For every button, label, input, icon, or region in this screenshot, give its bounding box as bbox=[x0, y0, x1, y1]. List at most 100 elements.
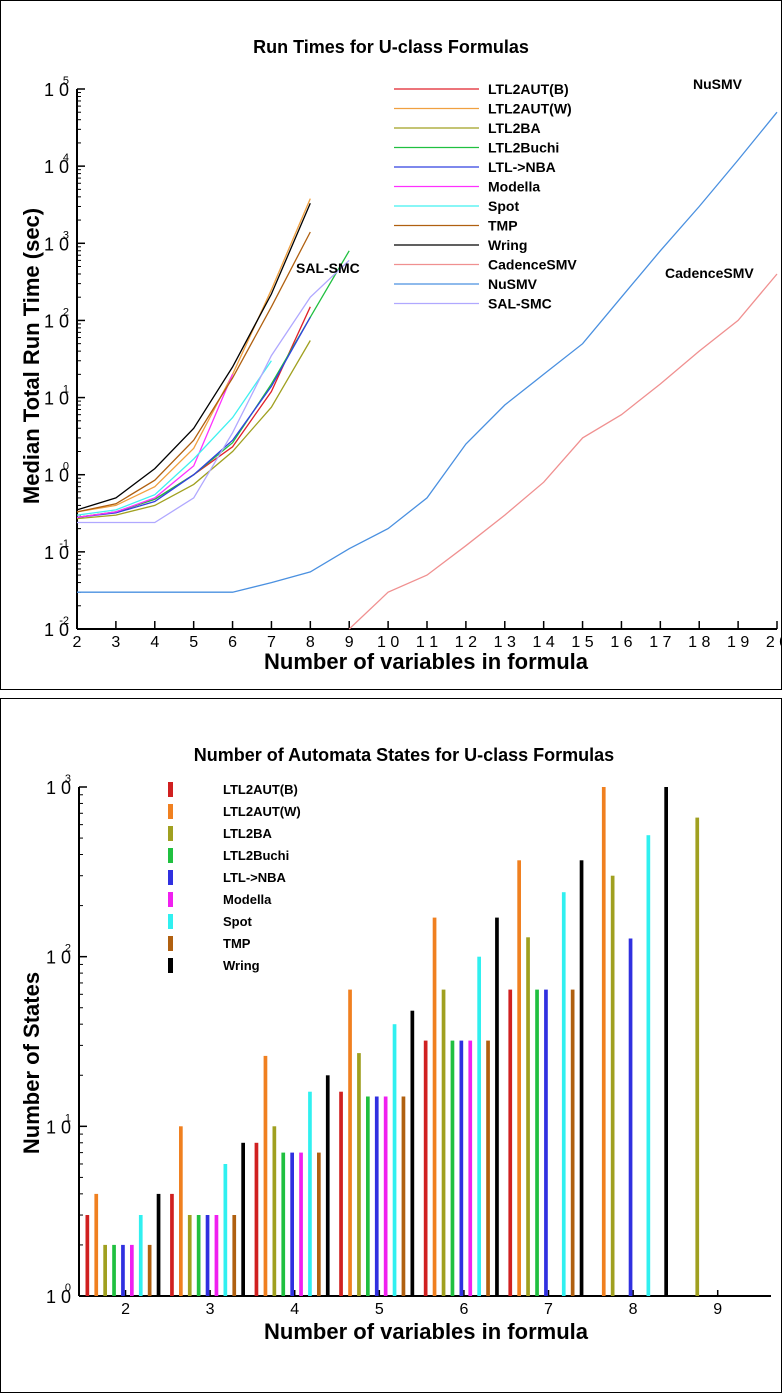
bar bbox=[281, 1152, 286, 1296]
bar bbox=[214, 1215, 219, 1296]
y-tick-label: 1 0 bbox=[44, 620, 69, 640]
bar bbox=[317, 1152, 321, 1296]
tick-group: 2 3 4 5 6 7 8 91 001 011 021 03 bbox=[46, 773, 722, 1318]
legend-label: Modella bbox=[488, 179, 540, 195]
run-times-chart-panel: Run Times for U-class Formulas Number of… bbox=[0, 0, 782, 690]
bar bbox=[290, 1152, 294, 1296]
legend-swatch bbox=[168, 892, 173, 907]
bar bbox=[156, 1193, 161, 1296]
bar bbox=[94, 1193, 99, 1296]
y-axis-label: Number of States bbox=[19, 972, 44, 1154]
legend-label: LTL2BA bbox=[223, 826, 272, 841]
x-tick-label: 5 bbox=[189, 634, 198, 651]
y-tick-exponent: 1 bbox=[65, 1112, 71, 1124]
series-line bbox=[77, 111, 778, 593]
bar bbox=[348, 989, 352, 1296]
bar bbox=[423, 1040, 428, 1296]
bar bbox=[579, 860, 584, 1296]
bar bbox=[223, 1164, 228, 1296]
bar bbox=[366, 1096, 370, 1296]
annotation-nusmv: NuSMV bbox=[693, 76, 743, 92]
legend: LTL2AUT(B) LTL2AUT(W) LTL2BA LTL2Buchi LTL->… bbox=[394, 81, 577, 312]
bar bbox=[535, 989, 539, 1296]
bar bbox=[468, 1040, 473, 1296]
bar bbox=[130, 1244, 134, 1296]
legend-swatch bbox=[168, 782, 173, 797]
legend-label: Wring bbox=[223, 958, 260, 973]
y-tick-exponent: 0 bbox=[63, 461, 69, 473]
y-tick-label: 1 0 bbox=[44, 466, 69, 486]
bar bbox=[187, 1215, 192, 1296]
x-axis-label: Number of variables in formula bbox=[264, 1319, 589, 1344]
x-tick-label: 3 bbox=[111, 634, 120, 651]
series-line bbox=[76, 198, 311, 513]
legend-label: TMP bbox=[488, 218, 518, 234]
y-tick-label: 1 0 bbox=[44, 234, 69, 254]
legend-swatch bbox=[168, 958, 173, 973]
bar bbox=[121, 1244, 125, 1296]
y-tick-exponent: 2 bbox=[63, 306, 69, 318]
y-tick-exponent: -1 bbox=[59, 538, 69, 550]
x-tick-label: 9 bbox=[345, 634, 354, 651]
y-axis-label: Median Total Run Time (sec) bbox=[19, 208, 44, 504]
y-tick-exponent: 1 bbox=[63, 384, 69, 396]
chart-title: Number of Automata States for U-class Fo… bbox=[194, 745, 614, 765]
legend-label: LTL2Buchi bbox=[223, 848, 289, 863]
bar bbox=[85, 1215, 90, 1296]
bar bbox=[205, 1215, 210, 1296]
x-tick-label: 2 0 bbox=[766, 634, 781, 651]
bar bbox=[254, 1142, 259, 1296]
series-line bbox=[76, 360, 272, 516]
bar bbox=[495, 917, 499, 1296]
x-tick-label: 1 9 bbox=[727, 634, 749, 651]
bar bbox=[646, 835, 651, 1296]
legend-label: LTL2AUT(B) bbox=[223, 782, 298, 797]
bar bbox=[232, 1215, 237, 1296]
series-line bbox=[76, 203, 311, 511]
legend-label: Spot bbox=[223, 914, 253, 929]
y-tick-exponent: 3 bbox=[63, 229, 69, 241]
y-tick-label: 1 0 bbox=[44, 311, 69, 331]
bar bbox=[299, 1152, 303, 1296]
y-tick-exponent: 5 bbox=[63, 75, 69, 87]
y-tick-exponent: 2 bbox=[65, 943, 71, 955]
bar bbox=[477, 956, 481, 1296]
bar bbox=[272, 1126, 277, 1296]
y-tick-label: 1 0 bbox=[44, 157, 69, 177]
x-tick-label: 1 8 bbox=[688, 634, 710, 651]
bar bbox=[517, 860, 521, 1296]
x-tick-label: 8 bbox=[306, 634, 315, 651]
x-tick-label: 1 3 bbox=[494, 634, 516, 651]
series-line bbox=[76, 316, 311, 519]
legend-label: Wring bbox=[488, 237, 527, 253]
legend-label: LTL2AUT(B) bbox=[488, 81, 569, 97]
bar bbox=[561, 892, 566, 1296]
bar bbox=[138, 1215, 143, 1296]
legend-label: LTL2Buchi bbox=[488, 140, 559, 156]
legend: LTL2AUT(B) LTL2AUT(W) LTL2BA LTL2Buchi LTL->… bbox=[168, 782, 301, 973]
y-tick-label: 1 0 bbox=[46, 778, 71, 798]
series-line bbox=[76, 340, 311, 520]
x-tick-label: 1 1 bbox=[416, 634, 438, 651]
x-tick-label: 9 bbox=[713, 1301, 722, 1318]
bar bbox=[508, 989, 513, 1296]
bar bbox=[308, 1091, 312, 1296]
bar bbox=[196, 1215, 201, 1296]
x-tick-label: 6 bbox=[228, 634, 237, 651]
y-tick-label: 1 0 bbox=[46, 1117, 71, 1137]
bar bbox=[601, 787, 606, 1296]
legend-swatch bbox=[168, 870, 173, 885]
automata-states-chart: Number of Automata States for U-class Fo… bbox=[19, 745, 771, 1344]
bar bbox=[103, 1244, 107, 1296]
chart-title: Run Times for U-class Formulas bbox=[253, 37, 529, 57]
x-tick-label: 2 bbox=[73, 634, 82, 651]
y-tick-label: 1 0 bbox=[44, 543, 69, 563]
bar bbox=[410, 1010, 415, 1296]
legend-label: LTL2BA bbox=[488, 120, 541, 136]
x-tick-label: 1 7 bbox=[649, 634, 671, 651]
x-tick-label: 8 bbox=[629, 1301, 638, 1318]
x-tick-label: 4 bbox=[290, 1301, 299, 1318]
bar bbox=[432, 917, 437, 1296]
x-tick-label: 1 5 bbox=[571, 634, 593, 651]
series-lines bbox=[76, 111, 778, 630]
